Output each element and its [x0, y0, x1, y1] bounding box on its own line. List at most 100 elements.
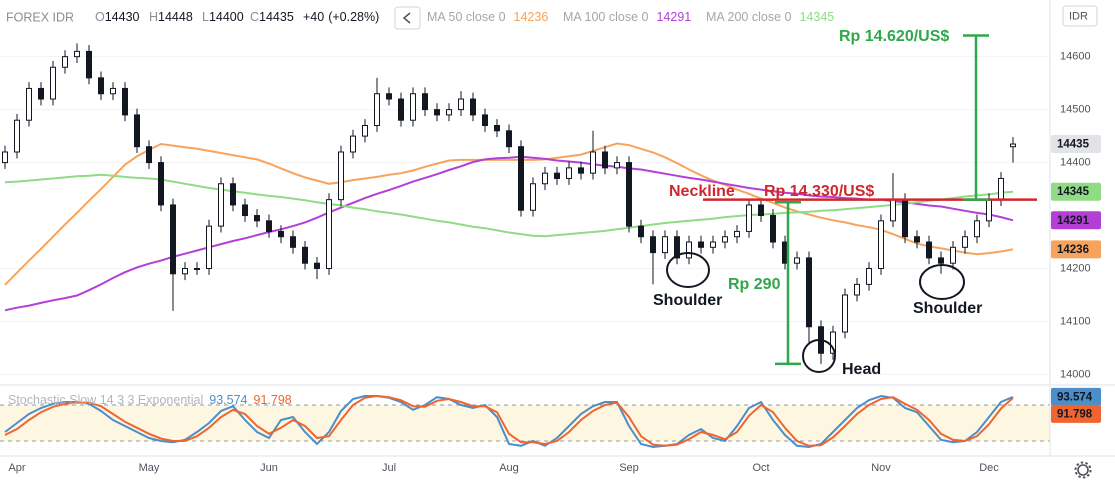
annotations: Shoulder Head Shoulder Rp 290 Neckline R… — [653, 28, 1037, 378]
candle-body — [926, 241, 932, 259]
candle-body — [206, 225, 212, 269]
ma-value: 14345 — [799, 10, 834, 24]
close-value: 14435 — [259, 10, 294, 24]
candle-body — [374, 93, 380, 127]
currency-button[interactable]: IDR — [1062, 5, 1098, 27]
candle-body — [350, 135, 356, 153]
candle-body — [122, 87, 128, 116]
y-tick-label: 14600 — [1060, 51, 1091, 63]
price-tag-label: 91.798 — [1057, 408, 1093, 420]
x-tick-label: Jun — [260, 462, 278, 474]
candle-body — [614, 162, 620, 169]
price-tag — [1051, 135, 1101, 154]
candle-body — [770, 215, 776, 243]
target-label: Rp 14.620/US$ — [839, 28, 949, 45]
ma-legend-item: MA 100 close 0 14291 — [563, 10, 691, 24]
candle-body — [686, 241, 692, 259]
target-bracket — [963, 34, 989, 201]
y-tick-label: 14000 — [1060, 368, 1091, 380]
currency-label: IDR — [1069, 10, 1088, 22]
candle-body — [998, 177, 1004, 201]
price-tag — [1051, 182, 1101, 201]
low-value: 14400 — [209, 10, 244, 24]
candle-body — [110, 87, 116, 95]
candle-body — [662, 236, 668, 254]
settings-button[interactable] — [1074, 461, 1092, 479]
x-tick-label: Apr — [8, 462, 25, 474]
head-circle — [802, 339, 836, 373]
oscillator-legend: Stochastic Slow 14 3 3 Exponential 93.574… — [8, 393, 292, 407]
candle-body — [314, 262, 320, 269]
y-tick-label: 14500 — [1060, 104, 1091, 116]
ma-legend: MA 50 close 0 14236 MA 100 close 0 14291 MA … — [8, 10, 834, 407]
candle-body — [566, 167, 572, 179]
candle-body — [242, 204, 248, 217]
candle-body — [962, 236, 968, 248]
right-shoulder-circle — [919, 264, 965, 300]
candle-body — [482, 114, 488, 127]
candle-body — [278, 230, 284, 238]
candle-body — [146, 146, 152, 164]
ma-legend-item: MA 200 close 0 14345 — [706, 10, 834, 24]
candle-body — [890, 199, 896, 222]
moving-average-line — [4, 173, 1014, 238]
neckline-label: Neckline — [669, 183, 735, 200]
candle-body — [830, 331, 836, 354]
right-shoulder-label: Shoulder — [913, 300, 982, 317]
candle-body — [326, 199, 332, 269]
price-tag-label: 14236 — [1057, 244, 1089, 256]
ma-name: MA 200 close 0 — [706, 10, 792, 24]
change: +40 (+0.28%) — [303, 10, 379, 24]
ohlc-close: C14435 — [250, 10, 294, 24]
candle-body — [974, 220, 980, 238]
candle-body — [938, 257, 944, 264]
y-tick-label: 14400 — [1060, 156, 1091, 168]
candle-body — [734, 230, 740, 238]
price-tag — [1051, 404, 1101, 423]
candle-body — [2, 151, 8, 164]
collapse-icon — [402, 12, 411, 24]
header-bg — [0, 4, 392, 32]
ma-value: 14291 — [656, 10, 691, 24]
y-tick-label: 14100 — [1060, 315, 1091, 327]
plot — [0, 43, 1050, 449]
candle-body — [230, 183, 236, 206]
x-tick-label: Dec — [979, 462, 999, 474]
candle-body — [794, 257, 800, 264]
gear-ring[interactable] — [1077, 464, 1089, 476]
candle-body — [254, 215, 260, 222]
x-tick-label: Aug — [499, 462, 519, 474]
open-value: 14430 — [105, 10, 140, 24]
candle-body — [398, 98, 404, 121]
candle-body — [950, 246, 956, 264]
candle-body — [62, 56, 68, 68]
candle-body — [746, 204, 752, 232]
candle-body — [470, 98, 476, 116]
candle-body — [554, 172, 560, 179]
price-tag-label: 14435 — [1057, 139, 1090, 151]
candle-body — [986, 199, 992, 222]
candle-body — [458, 98, 464, 111]
left-shoulder-label: Shoulder — [653, 292, 722, 309]
low-label: L — [202, 10, 209, 24]
candle-body — [266, 220, 272, 232]
candle-body — [518, 146, 524, 211]
candle-body — [506, 130, 512, 148]
ohlc-low: L14400 — [202, 10, 244, 24]
oscillator-value: 91.798 — [254, 393, 292, 407]
candle-body — [446, 109, 452, 116]
oscillator-line — [4, 394, 1014, 447]
high-value: 14448 — [158, 10, 193, 24]
candle-body — [878, 220, 884, 269]
symbol: FOREX IDR — [6, 10, 74, 24]
candle-body — [170, 204, 176, 275]
collapse-button[interactable] — [394, 6, 421, 30]
price-tag-label: 93.574 — [1057, 391, 1093, 403]
price-tag — [1051, 387, 1101, 406]
collapse-button-box[interactable] — [394, 6, 421, 30]
candle-body — [902, 199, 908, 238]
candle-body — [194, 267, 200, 270]
currency-box[interactable] — [1062, 5, 1098, 27]
change-value: +40 — [303, 10, 324, 24]
